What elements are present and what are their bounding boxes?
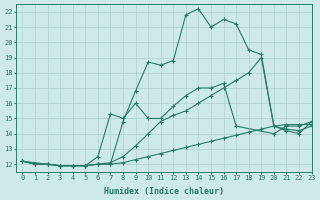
X-axis label: Humidex (Indice chaleur): Humidex (Indice chaleur) [104,187,224,196]
